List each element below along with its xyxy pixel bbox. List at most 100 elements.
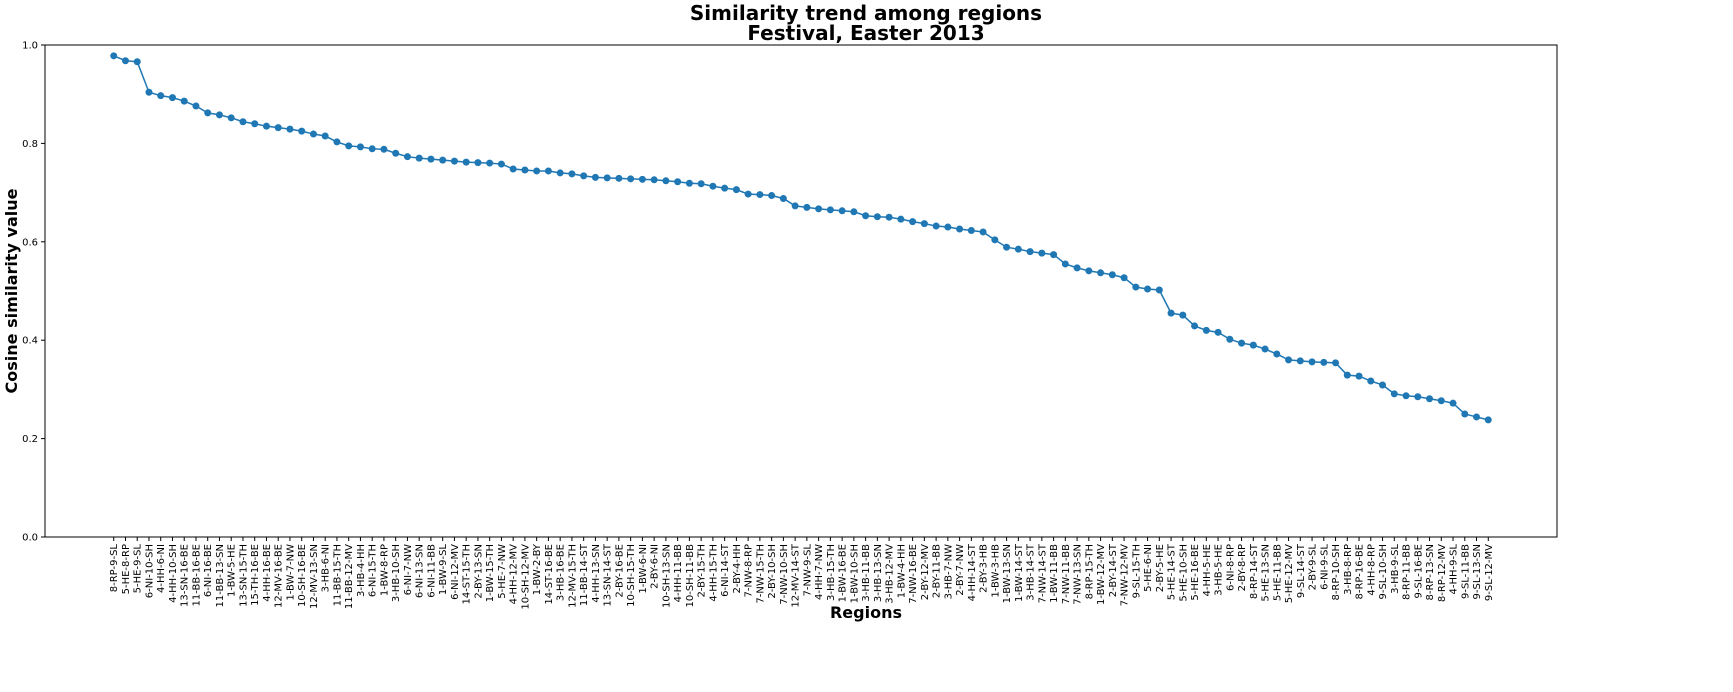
data-point	[1320, 358, 1328, 366]
x-tick-label: 1-BW-5-HE	[227, 544, 238, 597]
data-point	[1402, 392, 1410, 400]
data-point	[768, 192, 776, 200]
x-tick-label: 8-RP-15-TH	[1084, 544, 1095, 599]
x-tick-label: 4-HH-10-SH	[168, 544, 179, 603]
data-point	[474, 159, 482, 167]
x-tick-label: 4-HH-13-SN	[591, 544, 602, 603]
x-tick-label: 5-HE-16-BE	[1190, 544, 1201, 601]
x-tick-label: 3-HB-7-NW	[943, 544, 954, 599]
chart-title: Similarity trend among regions	[690, 1, 1042, 25]
x-tick-label: 4-HH-15-TH	[708, 544, 719, 602]
data-point	[321, 132, 329, 140]
x-tick-label: 1-BW-13-SN	[1002, 544, 1013, 603]
x-tick-label: 2-BY-8-RP	[1237, 544, 1248, 591]
x-tick-label: 15-TH-16-BE	[250, 544, 261, 606]
data-point	[1296, 357, 1304, 365]
data-point	[215, 111, 223, 119]
data-point	[274, 124, 282, 132]
data-point	[1026, 248, 1034, 256]
x-tick-label: 12-MV-15-TH	[567, 544, 578, 608]
x-tick-label: 3-HB-5-HE	[1214, 544, 1225, 596]
x-tick-label: 10-SH-16-BE	[297, 544, 308, 607]
data-point	[1461, 410, 1469, 418]
data-point	[979, 228, 987, 236]
data-point	[1214, 328, 1222, 336]
data-point	[885, 213, 893, 221]
x-tick-label: 6-NI-9-SL	[1319, 544, 1330, 590]
x-tick-label: 9-SL-12-MV	[1484, 544, 1495, 601]
x-tick-label: 11-BB-14-ST	[579, 543, 590, 606]
data-point	[110, 52, 118, 60]
data-point	[1050, 251, 1058, 259]
data-point	[415, 154, 423, 162]
data-point	[662, 177, 670, 185]
x-tick-label: 2-BY-16-BE	[614, 544, 625, 598]
x-tick-label: 7-NW-9-SL	[802, 544, 813, 597]
x-tick-label: 2-BY-5-HE	[1155, 544, 1166, 592]
data-point	[991, 236, 999, 244]
data-point	[1120, 274, 1128, 282]
data-point	[298, 127, 306, 135]
x-tick-label: 3-HB-4-HH	[356, 544, 367, 597]
data-point	[1202, 326, 1210, 334]
x-tick-label: 5-HE-7-NW	[497, 544, 508, 599]
data-point	[920, 220, 928, 228]
x-tick-label: 6-NI-10-SH	[144, 544, 155, 598]
data-point	[1426, 395, 1434, 403]
data-point	[1085, 267, 1093, 275]
data-point	[1367, 377, 1375, 385]
x-tick-label: 4-HH-7-NW	[814, 544, 825, 600]
data-point	[1144, 285, 1152, 293]
x-tick-label: 7-NW-11-BB	[1061, 544, 1072, 604]
data-point	[286, 125, 294, 133]
data-point	[1379, 381, 1387, 389]
data-point	[826, 206, 834, 214]
x-tick-label: 3-HB-14-ST	[1026, 543, 1037, 601]
x-tick-label: 3-HB-8-RP	[1343, 544, 1354, 595]
data-point	[356, 143, 364, 151]
x-tick-label: 8-RP-16-BE	[1355, 544, 1366, 600]
data-point	[1285, 356, 1293, 364]
data-point	[1249, 341, 1257, 349]
data-point	[1355, 372, 1363, 380]
data-point	[450, 157, 458, 165]
x-tick-label: 3-HB-11-BB	[861, 544, 872, 602]
data-point	[1449, 399, 1457, 407]
x-tick-label: 1-BW-14-ST	[1014, 543, 1025, 602]
x-tick-label: 4-HH-6-NI	[156, 544, 167, 593]
x-tick-label: 10-SH-12-MV	[520, 544, 531, 610]
x-tick-label: 4-HH-12-MV	[509, 544, 520, 605]
x-tick-label: 2-BY-14-ST	[1108, 543, 1119, 597]
data-point	[850, 208, 858, 216]
data-point	[1108, 271, 1116, 279]
x-tick-label: 10-SH-15-TH	[626, 544, 637, 607]
data-point	[627, 175, 635, 183]
x-tick-label: 1-BW-6-NI	[638, 544, 649, 594]
data-point	[192, 102, 200, 110]
y-tick-label: 1.0	[22, 41, 38, 52]
x-tick-label: 10-SH-11-BB	[685, 544, 696, 608]
data-point	[180, 97, 188, 105]
data-point	[1179, 311, 1187, 319]
x-tick-label: 7-NW-14-ST	[1037, 543, 1048, 603]
x-tick-label: 8-RP-10-SH	[1331, 544, 1342, 601]
data-point	[909, 218, 917, 226]
x-tick-label: 6-NI-16-BE	[203, 544, 214, 597]
x-tick-label: 9-SL-11-BB	[1460, 544, 1471, 599]
data-point	[956, 225, 964, 233]
x-tick-label: 3-HB-13-SN	[873, 544, 884, 602]
data-point	[1238, 339, 1246, 347]
data-point	[721, 184, 729, 192]
data-point	[333, 138, 341, 146]
data-point	[1473, 413, 1481, 421]
x-tick-label: 11-BB-16-BE	[191, 544, 202, 606]
x-tick-label: 6-NI-7-NW	[403, 544, 414, 595]
x-tick-label: 1-BW-4-HH	[896, 544, 907, 598]
data-point	[697, 180, 705, 188]
data-point	[1061, 260, 1069, 268]
x-tick-label: 3-HB-6-NI	[321, 544, 332, 592]
x-tick-label: 6-NI-13-SN	[415, 544, 426, 598]
data-point	[462, 158, 470, 166]
y-tick-label: 0.8	[22, 139, 38, 150]
